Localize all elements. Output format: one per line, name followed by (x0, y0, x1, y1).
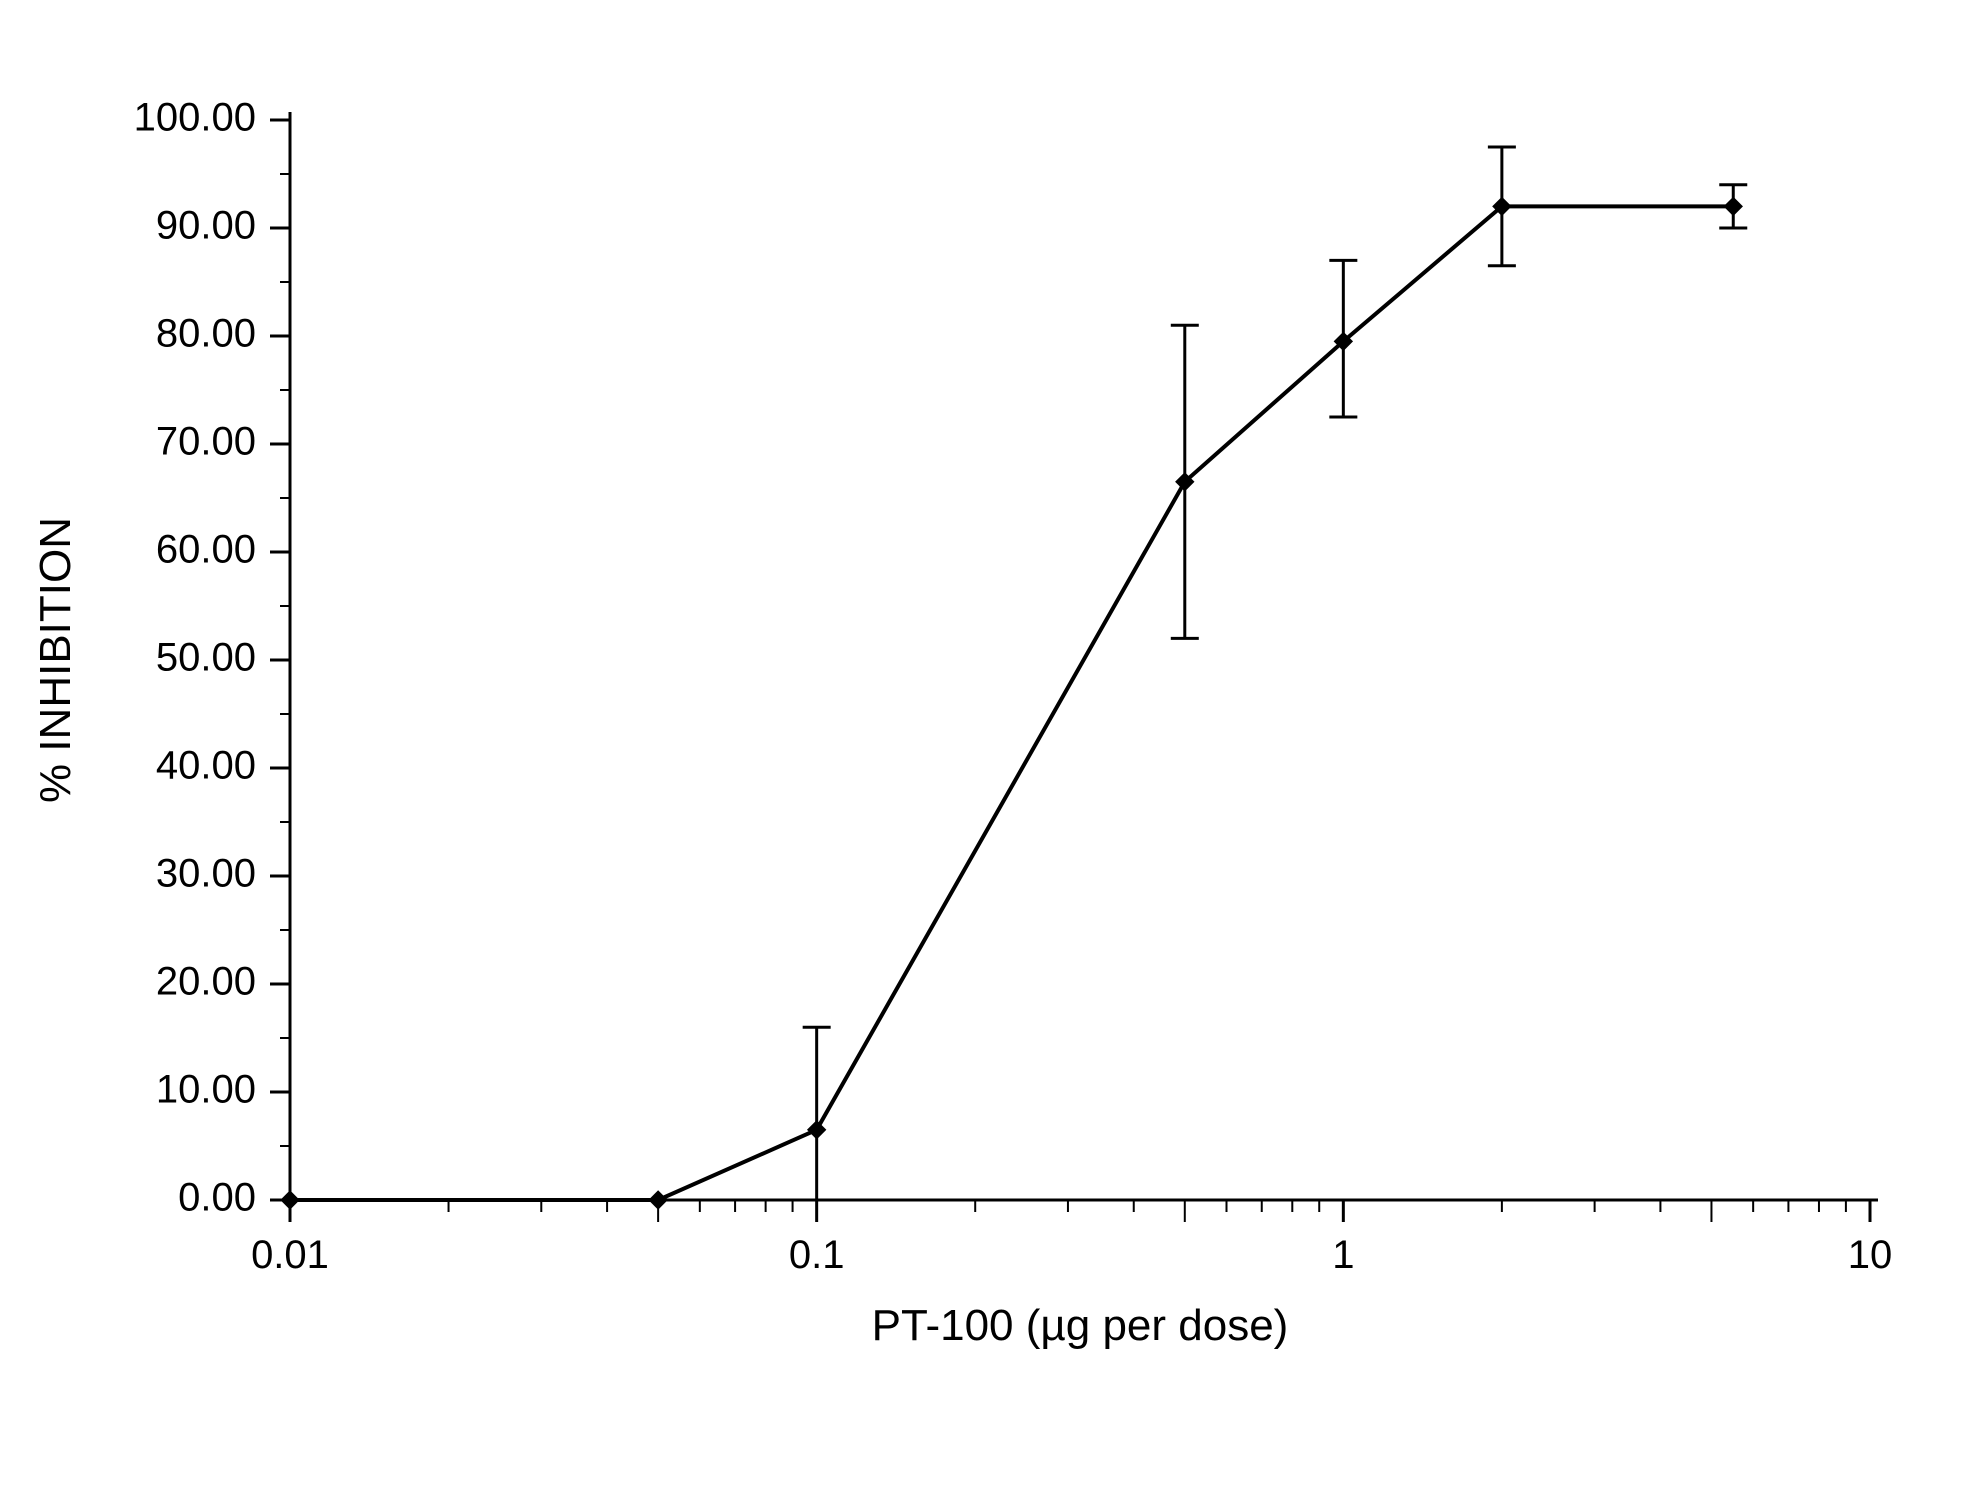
inhibition-chart: 0.00 10.00 20.00 30.00 40.00 50.00 60.00 70.00 8… (0, 0, 1974, 1488)
y-tick-label: 90.00 (156, 204, 256, 248)
y-tick-label: 100.00 (134, 96, 256, 140)
x-tick-label: 1 (1332, 1233, 1354, 1277)
y-tick-label: 0.00 (178, 1176, 256, 1220)
y-tick-label: 20.00 (156, 960, 256, 1004)
data-marker (649, 1191, 667, 1209)
x-axis-label: PT-100 (µg per dose) (872, 1301, 1289, 1350)
series-line (290, 206, 1733, 1200)
x-tick-label: 0.01 (251, 1233, 329, 1277)
data-marker (1724, 197, 1742, 215)
x-tick-label: 10 (1848, 1233, 1893, 1277)
y-tick-label: 50.00 (156, 636, 256, 680)
data-marker (808, 1121, 826, 1139)
data-marker (281, 1191, 299, 1209)
y-tick-label: 70.00 (156, 420, 256, 464)
x-tick-label: 0.1 (789, 1233, 845, 1277)
y-tick-label: 10.00 (156, 1068, 256, 1112)
y-tick-label: 30.00 (156, 852, 256, 896)
y-tick-label: 60.00 (156, 528, 256, 572)
y-tick-label: 80.00 (156, 312, 256, 356)
y-tick-label: 40.00 (156, 744, 256, 788)
y-axis-label: % INHIBITION (31, 517, 80, 803)
